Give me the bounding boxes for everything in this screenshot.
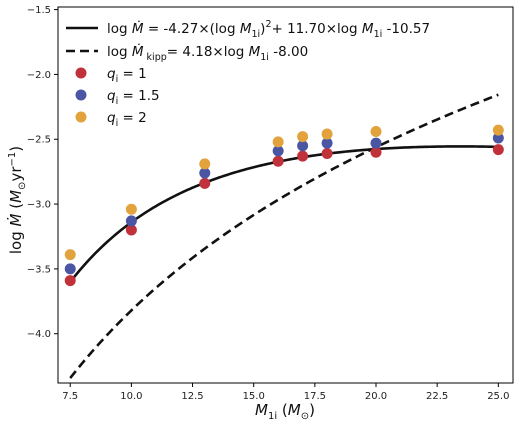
fit-line-solid — [69, 145, 499, 283]
fit-line-kipp-dashed — [69, 93, 499, 379]
legend-fit-label: log Ṁ = -4.27×(log M1i)2+ 11.70×log M1i … — [107, 19, 430, 40]
y-tick-label: −3.0 — [27, 200, 51, 211]
x-tick-label: 10.0 — [120, 391, 142, 402]
marker-series-1-point-5 — [321, 137, 333, 149]
legend: log Ṁ = -4.27×(log M1i)2+ 11.70×log M1i … — [66, 19, 430, 129]
marker-series-1-point-7 — [492, 132, 504, 144]
marker-series-0-point-1 — [125, 224, 137, 236]
marker-series-0-point-7 — [492, 144, 504, 156]
legend-q2-marker — [75, 111, 87, 123]
marker-series-1-point-1 — [125, 215, 137, 227]
x-tick-label: 22.5 — [426, 391, 448, 402]
legend-q1.5-label: qi = 1.5 — [107, 88, 160, 107]
marker-series-2-point-1 — [125, 203, 137, 215]
marker-series-2-point-3 — [272, 136, 284, 148]
x-tick-label: 12.5 — [181, 391, 203, 402]
marker-series-0-point-4 — [297, 150, 309, 162]
y-tick-label: −3.5 — [27, 264, 51, 275]
x-tick-label: 20.0 — [365, 391, 387, 402]
marker-series-1-point-3 — [272, 145, 284, 157]
y-axis-label: log Ṁ (M⊙yr−1) — [6, 146, 28, 254]
legend-kipp-label: log Ṁ kipp= 4.18×log M1i -8.00 — [107, 42, 308, 63]
x-tick-label: 15.0 — [243, 391, 265, 402]
marker-series-1-point-0 — [64, 263, 76, 275]
marker-series-2-point-0 — [64, 249, 76, 261]
y-tick-label: −2.5 — [27, 135, 51, 146]
y-tick-label: −1.5 — [27, 5, 51, 16]
plot-frame — [57, 6, 514, 384]
x-axis-label: M1i (M⊙) — [255, 401, 315, 422]
x-tick-label: 17.5 — [304, 391, 326, 402]
marker-series-0-point-6 — [370, 146, 382, 158]
marker-series-2-point-2 — [199, 158, 211, 170]
marker-series-0-point-3 — [272, 155, 284, 167]
legend-q2-label: qi = 2 — [107, 110, 147, 129]
data-markers — [64, 124, 504, 287]
marker-series-2-point-4 — [297, 131, 309, 143]
y-tick-label: −4.0 — [27, 329, 51, 340]
marker-series-0-point-5 — [321, 148, 333, 160]
legend-q1.5-marker — [75, 89, 87, 101]
axis-ticks: 7.5 10.0 12.5 15.0 17.5 20.0 22.5 25.0 −4.0 −3.5 −… — [27, 5, 510, 402]
marker-series-0-point-2 — [199, 177, 211, 189]
marker-series-1-point-2 — [199, 167, 211, 179]
marker-series-1-point-6 — [370, 137, 382, 149]
marker-series-2-point-6 — [370, 125, 382, 137]
x-tick-label: 7.5 — [62, 391, 78, 402]
x-tick-label: 25.0 — [487, 391, 509, 402]
marker-series-2-point-5 — [321, 128, 333, 140]
marker-series-2-point-7 — [492, 124, 504, 136]
legend-q1-marker — [75, 67, 87, 79]
marker-series-1-point-4 — [297, 140, 309, 152]
marker-series-0-point-0 — [64, 275, 76, 287]
legend-q1-label: qi = 1 — [107, 66, 147, 85]
y-tick-label: −2.0 — [27, 70, 51, 81]
